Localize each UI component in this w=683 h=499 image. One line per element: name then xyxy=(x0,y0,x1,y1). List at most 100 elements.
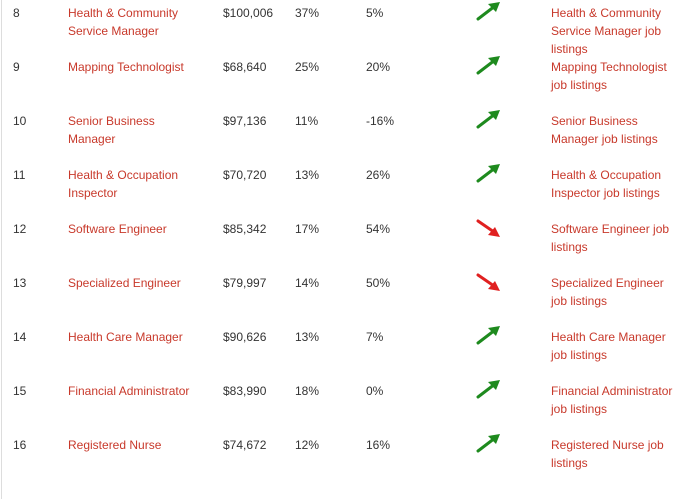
percent-cell-a: 11% xyxy=(295,114,319,128)
salary-cell: $90,626 xyxy=(223,330,267,344)
job-listings-line: job listings xyxy=(551,78,608,92)
percent-cell-b: 7% xyxy=(366,330,384,344)
job-title-link[interactable]: Health Care Manager xyxy=(68,328,213,346)
percent-cell-a: 17% xyxy=(295,222,320,236)
job-title-link[interactable]: Financial Administrator xyxy=(68,382,213,400)
job-listings-link[interactable]: Mapping Technologist job listings xyxy=(551,58,681,94)
salary-cell: $85,342 xyxy=(223,222,267,236)
table-row: 8 Health & Community Service Manager $100,0… xyxy=(0,0,683,56)
job-title-line: Service Manager xyxy=(68,24,159,38)
job-listings-line: listings xyxy=(551,456,588,470)
rank-cell: 14 xyxy=(13,330,27,344)
table-row: 16 Registered Nurse $74,672 12% 16% Registere… xyxy=(0,432,683,486)
percent-cell-b: 54% xyxy=(366,222,391,236)
job-title-line: Financial Administrator xyxy=(68,384,190,398)
trend-up-arrow-icon xyxy=(474,0,504,23)
rank-cell: 9 xyxy=(13,60,20,74)
rank-cell: 13 xyxy=(13,276,27,290)
table-row: 14 Health Care Manager $90,626 13% 7% Health … xyxy=(0,324,683,378)
trend-down-arrow-icon xyxy=(474,215,504,239)
job-listings-line: job listings xyxy=(551,402,608,416)
job-listings-line: Manager job listings xyxy=(551,132,658,146)
job-title-line: Inspector xyxy=(68,186,118,200)
job-title-link[interactable]: Software Engineer xyxy=(68,220,213,238)
job-title-line: Registered Nurse xyxy=(68,438,162,452)
job-listings-line: Registered Nurse job xyxy=(551,438,664,452)
job-listings-line: Senior Business xyxy=(551,114,638,128)
percent-cell-b: 5% xyxy=(366,6,384,20)
table-row: 9 Mapping Technologist $68,640 25% 20% Mappin… xyxy=(0,54,683,108)
salary-cell: $74,672 xyxy=(223,438,267,452)
rank-cell: 15 xyxy=(13,384,27,398)
trend-up-arrow-icon xyxy=(474,107,504,131)
percent-cell-a: 25% xyxy=(295,60,320,74)
job-listings-line: Mapping Technologist xyxy=(551,60,667,74)
salary-cell: $97,136 xyxy=(223,114,267,128)
job-title-link[interactable]: Mapping Technologist xyxy=(68,58,213,76)
job-title-line: Health Care Manager xyxy=(68,330,183,344)
job-listings-link[interactable]: Software Engineer job listings xyxy=(551,220,681,256)
percent-cell-b: 16% xyxy=(366,438,391,452)
table-row: 13 Specialized Engineer $79,997 14% 50% Speci… xyxy=(0,270,683,324)
job-title-line: Software Engineer xyxy=(68,222,167,236)
job-listings-link[interactable]: Senior Business Manager job listings xyxy=(551,112,681,148)
trend-up-arrow-icon xyxy=(474,53,504,77)
salary-cell: $68,640 xyxy=(223,60,267,74)
job-listings-line: listings xyxy=(551,42,588,56)
percent-cell-a: 12% xyxy=(295,438,320,452)
job-title-link[interactable]: Senior Business Manager xyxy=(68,112,213,148)
job-listings-line: Health & Community xyxy=(551,6,662,20)
job-title-line: Specialized Engineer xyxy=(68,276,181,290)
salary-cell: $79,997 xyxy=(223,276,267,290)
job-listings-line: listings xyxy=(551,240,588,254)
percent-cell-b: 26% xyxy=(366,168,391,182)
job-listings-link[interactable]: Health & Community Service Manager job lis… xyxy=(551,4,681,58)
table-row: 10 Senior Business Manager $97,136 11% -16% Se… xyxy=(0,108,683,162)
percent-cell-b: 50% xyxy=(366,276,391,290)
trend-up-arrow-icon xyxy=(474,377,504,401)
job-listings-link[interactable]: Specialized Engineer job listings xyxy=(551,274,681,310)
job-title-line: Mapping Technologist xyxy=(68,60,184,74)
job-title-line: Senior Business xyxy=(68,114,155,128)
percent-cell-a: 14% xyxy=(295,276,320,290)
job-listings-line: Service Manager job xyxy=(551,24,662,38)
trend-up-arrow-icon xyxy=(474,161,504,185)
table-row: 11 Health & Occupation Inspector $70,720 13%… xyxy=(0,162,683,216)
job-listings-line: job listings xyxy=(551,348,608,362)
trend-down-arrow-icon xyxy=(474,269,504,293)
job-listings-line: Health & Occupation xyxy=(551,168,662,182)
salary-cell: $83,990 xyxy=(223,384,267,398)
rank-cell: 10 xyxy=(13,114,27,128)
percent-cell-a: 37% xyxy=(295,6,320,20)
trend-up-arrow-icon xyxy=(474,431,504,455)
table-row: 15 Financial Administrator $83,990 18% 0% Fin… xyxy=(0,378,683,432)
job-title-link[interactable]: Health & Community Service Manager xyxy=(68,4,213,40)
percent-cell-b: 20% xyxy=(366,60,391,74)
job-listings-link[interactable]: Registered Nurse job listings xyxy=(551,436,681,472)
salary-cell: $100,006 xyxy=(223,6,274,20)
job-title-line: Manager xyxy=(68,132,116,146)
rank-cell: 16 xyxy=(13,438,27,452)
job-listings-link[interactable]: Health & Occupation Inspector job listing… xyxy=(551,166,681,202)
job-title-link[interactable]: Registered Nurse xyxy=(68,436,213,454)
job-listings-line: job listings xyxy=(551,294,608,308)
job-listings-line: Specialized Engineer xyxy=(551,276,664,290)
job-title-link[interactable]: Health & Occupation Inspector xyxy=(68,166,213,202)
job-listings-line: Health Care Manager xyxy=(551,330,666,344)
job-listings-line: Financial Administrator xyxy=(551,384,673,398)
percent-cell-b: -16% xyxy=(366,114,395,128)
percent-cell-a: 13% xyxy=(295,168,320,182)
table-left-border xyxy=(1,0,2,499)
percent-cell-b: 0% xyxy=(366,384,384,398)
rank-cell: 12 xyxy=(13,222,27,236)
job-listings-link[interactable]: Financial Administrator job listings xyxy=(551,382,681,418)
job-title-line: Health & Occupation xyxy=(68,168,179,182)
percent-cell-a: 13% xyxy=(295,330,320,344)
job-listings-line: Software Engineer job xyxy=(551,222,670,236)
rank-cell: 8 xyxy=(13,6,20,20)
job-title-link[interactable]: Specialized Engineer xyxy=(68,274,213,292)
job-listings-link[interactable]: Health Care Manager job listings xyxy=(551,328,681,364)
rank-cell: 11 xyxy=(13,168,26,182)
table-row: 12 Software Engineer $85,342 17% 54% Software… xyxy=(0,216,683,270)
job-title-line: Health & Community xyxy=(68,6,179,20)
